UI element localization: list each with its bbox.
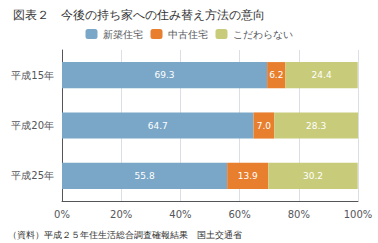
svg-text:図表２ 今後の持ち家への住み替え方法の意向: 図表２ 今後の持ち家への住み替え方法の意向 <box>13 8 265 22</box>
svg-text:平成15年: 平成15年 <box>11 70 54 81</box>
svg-text:こだわらない: こだわらない <box>233 29 293 40</box>
svg-text:55.8: 55.8 <box>135 171 155 181</box>
svg-text:中古住宅: 中古住宅 <box>168 29 208 40</box>
svg-text:平成20年: 平成20年 <box>11 120 54 131</box>
svg-text:80%: 80% <box>288 209 310 220</box>
svg-text:7.0: 7.0 <box>257 121 272 131</box>
svg-text:新築住宅: 新築住宅 <box>103 29 143 40</box>
svg-text:20%: 20% <box>110 209 132 220</box>
svg-text:40%: 40% <box>169 209 191 220</box>
svg-text:0%: 0% <box>54 209 70 220</box>
svg-text:60%: 60% <box>228 209 250 220</box>
svg-text:（資料）平成２５年住生活総合調査確報結果 国土交通省: （資料）平成２５年住生活総合調査確報結果 国土交通省 <box>8 230 242 240</box>
svg-text:69.3: 69.3 <box>155 70 175 80</box>
svg-text:平成25年: 平成25年 <box>11 170 54 181</box>
svg-text:28.3: 28.3 <box>306 121 326 131</box>
svg-text:100%: 100% <box>344 209 373 220</box>
svg-text:30.2: 30.2 <box>303 171 323 181</box>
svg-text:24.4: 24.4 <box>312 70 332 80</box>
svg-text:64.7: 64.7 <box>148 121 168 131</box>
svg-text:13.9: 13.9 <box>238 171 258 181</box>
svg-text:6.2: 6.2 <box>269 70 283 80</box>
